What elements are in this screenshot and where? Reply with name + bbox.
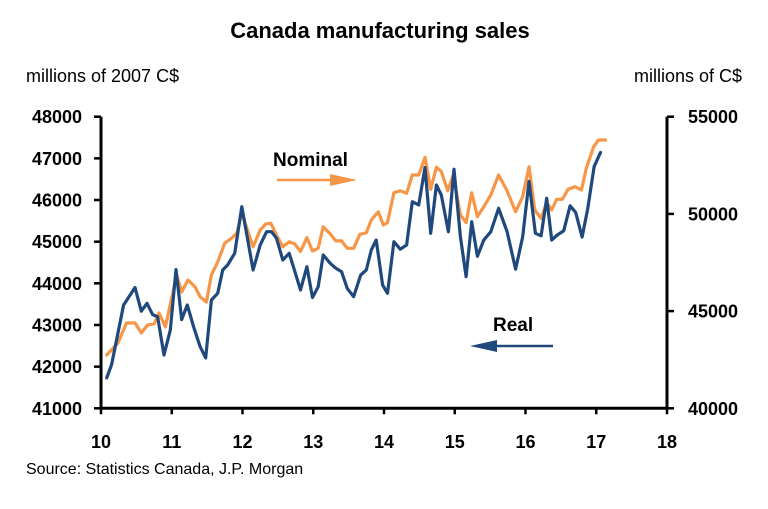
real-arrow-head xyxy=(470,340,497,352)
real-label: Real xyxy=(493,315,533,336)
x-axis-tick-label: 16 xyxy=(515,432,535,452)
right-axis-tick-label: 40000 xyxy=(688,399,738,419)
series-line-nominal xyxy=(105,138,608,357)
x-axis-tick-labels: 10 11 12 13 14 15 16 17 18 xyxy=(91,432,677,452)
axes xyxy=(94,115,674,415)
source-note: Source: Statistics Canada, J.P. Morgan xyxy=(26,461,303,478)
left-axis-tick-labels: 48000 47000 46000 45000 44000 43000 42000 41000 xyxy=(32,107,82,419)
left-axis-tick-label: 46000 xyxy=(32,191,82,211)
x-axis-tick-label: 12 xyxy=(232,432,252,452)
left-axis-unit-label: millions of 2007 C$ xyxy=(26,66,179,86)
left-axis-tick-label: 42000 xyxy=(32,357,82,377)
left-axis-tick-label: 44000 xyxy=(32,274,82,294)
series-real xyxy=(105,150,603,380)
x-axis-tick-label: 11 xyxy=(162,432,181,452)
x-axis-tick-label: 13 xyxy=(303,432,323,452)
left-axis-tick-label: 48000 xyxy=(32,107,82,127)
nominal-arrow-head xyxy=(330,174,357,186)
series-nominal xyxy=(105,138,608,357)
series-layer xyxy=(105,138,608,380)
right-axis-tick-label: 50000 xyxy=(688,204,738,224)
nominal-annotation: Nominal xyxy=(273,150,357,186)
x-axis-tick-label: 15 xyxy=(445,432,465,452)
left-axis-tick-label: 47000 xyxy=(32,149,82,169)
right-axis-unit-label: millions of C$ xyxy=(634,66,742,86)
chart-title: Canada manufacturing sales xyxy=(230,18,530,43)
x-axis-tick-label: 17 xyxy=(586,432,606,452)
right-axis-tick-labels: 55000 50000 45000 40000 xyxy=(688,107,738,419)
left-axis-tick-label: 45000 xyxy=(32,232,82,252)
left-axis-tick-label: 43000 xyxy=(32,315,82,335)
nominal-label: Nominal xyxy=(273,150,348,171)
x-axis-tick-label: 14 xyxy=(374,432,394,452)
x-axis-tick-label: 18 xyxy=(657,432,677,452)
series-line-real xyxy=(105,150,603,380)
right-axis-tick-label: 55000 xyxy=(688,107,738,127)
real-annotation: Real xyxy=(470,315,553,352)
right-axis-tick-label: 45000 xyxy=(688,302,738,322)
left-axis-tick-label: 41000 xyxy=(32,399,82,419)
x-axis-tick-label: 10 xyxy=(91,432,111,452)
